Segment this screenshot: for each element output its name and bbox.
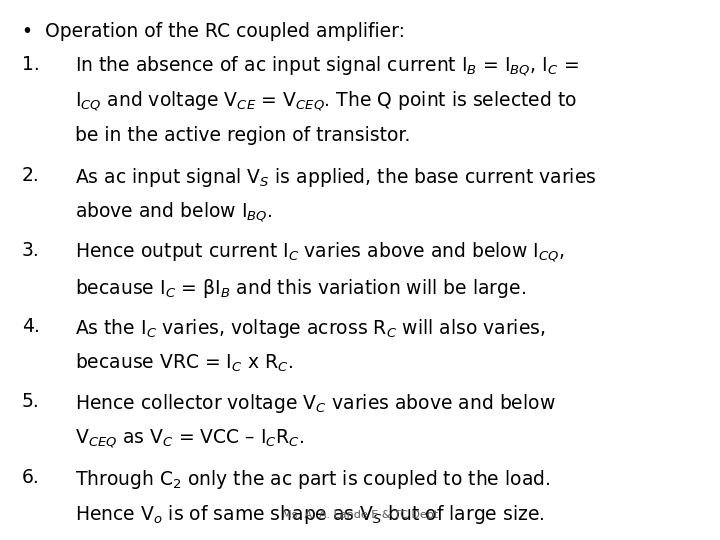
Text: above and below I$_{BQ}$.: above and below I$_{BQ}$. <box>75 201 273 224</box>
Text: V$_{CEQ}$ as V$_C$ = VCC – I$_C$R$_C$.: V$_{CEQ}$ as V$_C$ = VCC – I$_C$R$_C$. <box>75 428 305 450</box>
Text: Through C$_2$ only the ac part is coupled to the load.: Through C$_2$ only the ac part is couple… <box>75 468 550 491</box>
Text: because VRC = I$_C$ x R$_C$.: because VRC = I$_C$ x R$_C$. <box>75 352 293 374</box>
Text: because I$_C$ = βI$_B$ and this variation will be large.: because I$_C$ = βI$_B$ and this variatio… <box>75 276 526 300</box>
Text: 1.: 1. <box>22 55 40 73</box>
Text: 5.: 5. <box>22 392 40 411</box>
Text: Hence output current I$_C$ varies above and below I$_{CQ}$,: Hence output current I$_C$ varies above … <box>75 241 564 265</box>
Text: be in the active region of transistor.: be in the active region of transistor. <box>75 126 410 145</box>
Text: •  Operation of the RC coupled amplifier:: • Operation of the RC coupled amplifier: <box>22 22 405 41</box>
Text: 4.: 4. <box>22 316 40 336</box>
Text: In the absence of ac input signal current I$_B$ = I$_{BQ}$, I$_C$ =: In the absence of ac input signal curren… <box>75 55 579 78</box>
Text: As the I$_C$ varies, voltage across R$_C$ will also varies,: As the I$_C$ varies, voltage across R$_C… <box>75 316 546 340</box>
Text: I$_{CQ}$ and voltage V$_{CE}$ = V$_{CEQ}$. The Q point is selected to: I$_{CQ}$ and voltage V$_{CE}$ = V$_{CEQ}… <box>75 90 577 113</box>
Text: 3.: 3. <box>22 241 40 260</box>
Text: Hence V$_o$ is of same shape as V$_S$ but of large size.: Hence V$_o$ is of same shape as V$_S$ bu… <box>75 503 544 526</box>
Text: Ms. A. A. Lande E & TC Dept: Ms. A. A. Lande E & TC Dept <box>282 510 438 520</box>
Text: As ac input signal V$_S$ is applied, the base current varies: As ac input signal V$_S$ is applied, the… <box>75 166 596 188</box>
Text: Hence collector voltage V$_C$ varies above and below: Hence collector voltage V$_C$ varies abo… <box>75 392 556 415</box>
Text: 2.: 2. <box>22 166 40 185</box>
Text: 6.: 6. <box>22 468 40 487</box>
